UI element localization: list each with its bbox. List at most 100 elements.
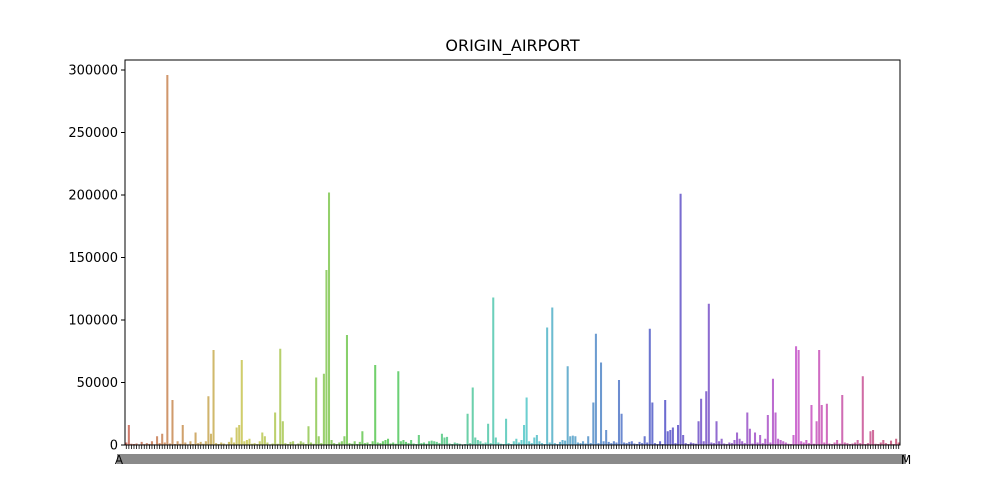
- bar: [879, 442, 882, 445]
- bar: [730, 443, 733, 446]
- bar: [872, 430, 875, 445]
- y-tick-label: 50000: [77, 376, 118, 391]
- bar: [869, 431, 872, 445]
- bar: [150, 441, 153, 445]
- y-tick-label: 250000: [68, 126, 118, 141]
- bar: [538, 441, 541, 445]
- bar: [430, 440, 433, 446]
- bar: [746, 412, 749, 445]
- bar: [389, 443, 392, 445]
- bar: [297, 443, 300, 445]
- bar: [761, 443, 764, 446]
- bar: [397, 371, 400, 445]
- y-tick-label: 300000: [68, 64, 118, 79]
- bar: [384, 440, 387, 445]
- bar: [312, 443, 315, 445]
- bar: [507, 443, 510, 446]
- bar: [156, 436, 159, 445]
- bar: [884, 443, 887, 446]
- bar: [528, 441, 531, 445]
- bar: [579, 443, 582, 446]
- bar: [194, 432, 197, 445]
- bar: [387, 438, 390, 445]
- bar: [710, 442, 713, 445]
- bar: [874, 443, 877, 445]
- bar: [199, 441, 202, 446]
- bar: [564, 440, 567, 446]
- bar: [446, 436, 449, 446]
- bar: [535, 435, 538, 445]
- bar: [694, 443, 698, 445]
- bar: [784, 442, 787, 445]
- bar: [284, 443, 287, 446]
- bar: [453, 442, 456, 445]
- bar: [569, 436, 572, 445]
- bar: [851, 443, 854, 445]
- bar: [238, 425, 241, 445]
- bar: [243, 441, 246, 445]
- bar: [435, 441, 438, 446]
- bar: [135, 443, 138, 445]
- bar: [705, 391, 708, 445]
- bar: [797, 350, 800, 445]
- bar: [512, 441, 515, 445]
- bar: [805, 440, 808, 445]
- bar: [281, 421, 284, 445]
- bar: [592, 402, 595, 445]
- bar: [759, 435, 762, 445]
- bar: [697, 421, 700, 445]
- bar: [127, 425, 130, 445]
- bar: [551, 307, 554, 445]
- bar: [233, 442, 236, 445]
- bar: [669, 430, 672, 445]
- bar: [263, 436, 266, 445]
- bar: [517, 442, 520, 445]
- bar: [363, 443, 366, 446]
- bar: [204, 441, 207, 445]
- bar: [392, 442, 395, 445]
- bar: [630, 441, 633, 445]
- bar: [145, 443, 148, 446]
- bar: [299, 441, 302, 445]
- bar: [736, 432, 739, 445]
- bar: [307, 426, 310, 445]
- bar: [189, 441, 192, 445]
- bar: [638, 441, 641, 446]
- x-axis: [117, 445, 906, 464]
- bar: [561, 440, 564, 445]
- bar: [748, 428, 751, 445]
- bar: [530, 443, 533, 446]
- chart-title: ORIGIN_AIRPORT: [445, 36, 579, 56]
- bar: [340, 441, 343, 445]
- bar: [302, 442, 305, 445]
- bar: [422, 442, 425, 445]
- bar: [589, 443, 592, 446]
- bar: [553, 443, 556, 446]
- bar: [235, 427, 238, 445]
- bar: [600, 362, 603, 445]
- bar: [440, 433, 443, 445]
- bar: [469, 443, 472, 446]
- bar: [358, 441, 361, 446]
- bar: [212, 350, 215, 445]
- bar: [497, 442, 500, 445]
- bar: [594, 333, 597, 445]
- bar: [684, 443, 687, 446]
- bar: [607, 441, 610, 446]
- bar: [248, 438, 251, 445]
- bar: [823, 442, 826, 445]
- bar: [381, 441, 384, 445]
- bar: [707, 303, 710, 445]
- bar: [682, 435, 685, 445]
- bar: [620, 413, 623, 445]
- bar: [197, 443, 200, 446]
- bar: [646, 442, 649, 445]
- bar: [489, 443, 492, 446]
- bar: [625, 443, 628, 446]
- bar: [782, 441, 785, 445]
- bar: [466, 413, 469, 445]
- bar: [820, 405, 823, 445]
- bar: [815, 421, 818, 445]
- bar: [310, 442, 313, 445]
